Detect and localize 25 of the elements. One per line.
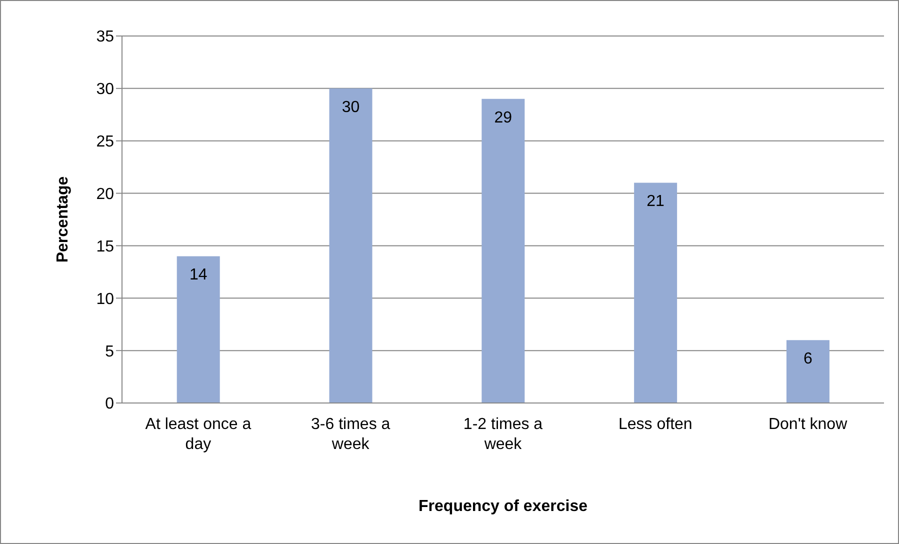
y-tick-label: 5 <box>105 343 114 360</box>
x-tick-label: At least once a day <box>145 416 252 453</box>
y-tick-label: 30 <box>96 81 114 98</box>
data-label: 6 <box>804 350 813 368</box>
data-label: 30 <box>342 98 360 116</box>
y-tick-label: 0 <box>105 396 114 413</box>
x-tick-label: Less often <box>618 416 692 433</box>
data-label: 29 <box>494 109 512 126</box>
x-tick-label: 1-2 times a week <box>463 416 543 453</box>
y-tick-label: 10 <box>96 290 114 308</box>
y-axis-title: Percentage <box>54 176 72 263</box>
bar <box>176 256 220 403</box>
x-tick-label: Don't know <box>768 416 848 433</box>
y-tick-label: 35 <box>96 28 114 46</box>
data-label: 21 <box>646 193 665 210</box>
data-label: 14 <box>189 266 208 284</box>
y-tick-label: 25 <box>96 134 114 151</box>
bar <box>786 340 830 403</box>
x-tick-label: 3-6 times a week <box>311 416 390 453</box>
bar <box>634 182 678 403</box>
y-tick-label: 15 <box>96 238 114 256</box>
x-axis-title: Frequency of exercise <box>418 498 588 515</box>
bar <box>329 88 372 403</box>
y-tick-label: 20 <box>96 186 114 203</box>
bar <box>482 98 525 403</box>
